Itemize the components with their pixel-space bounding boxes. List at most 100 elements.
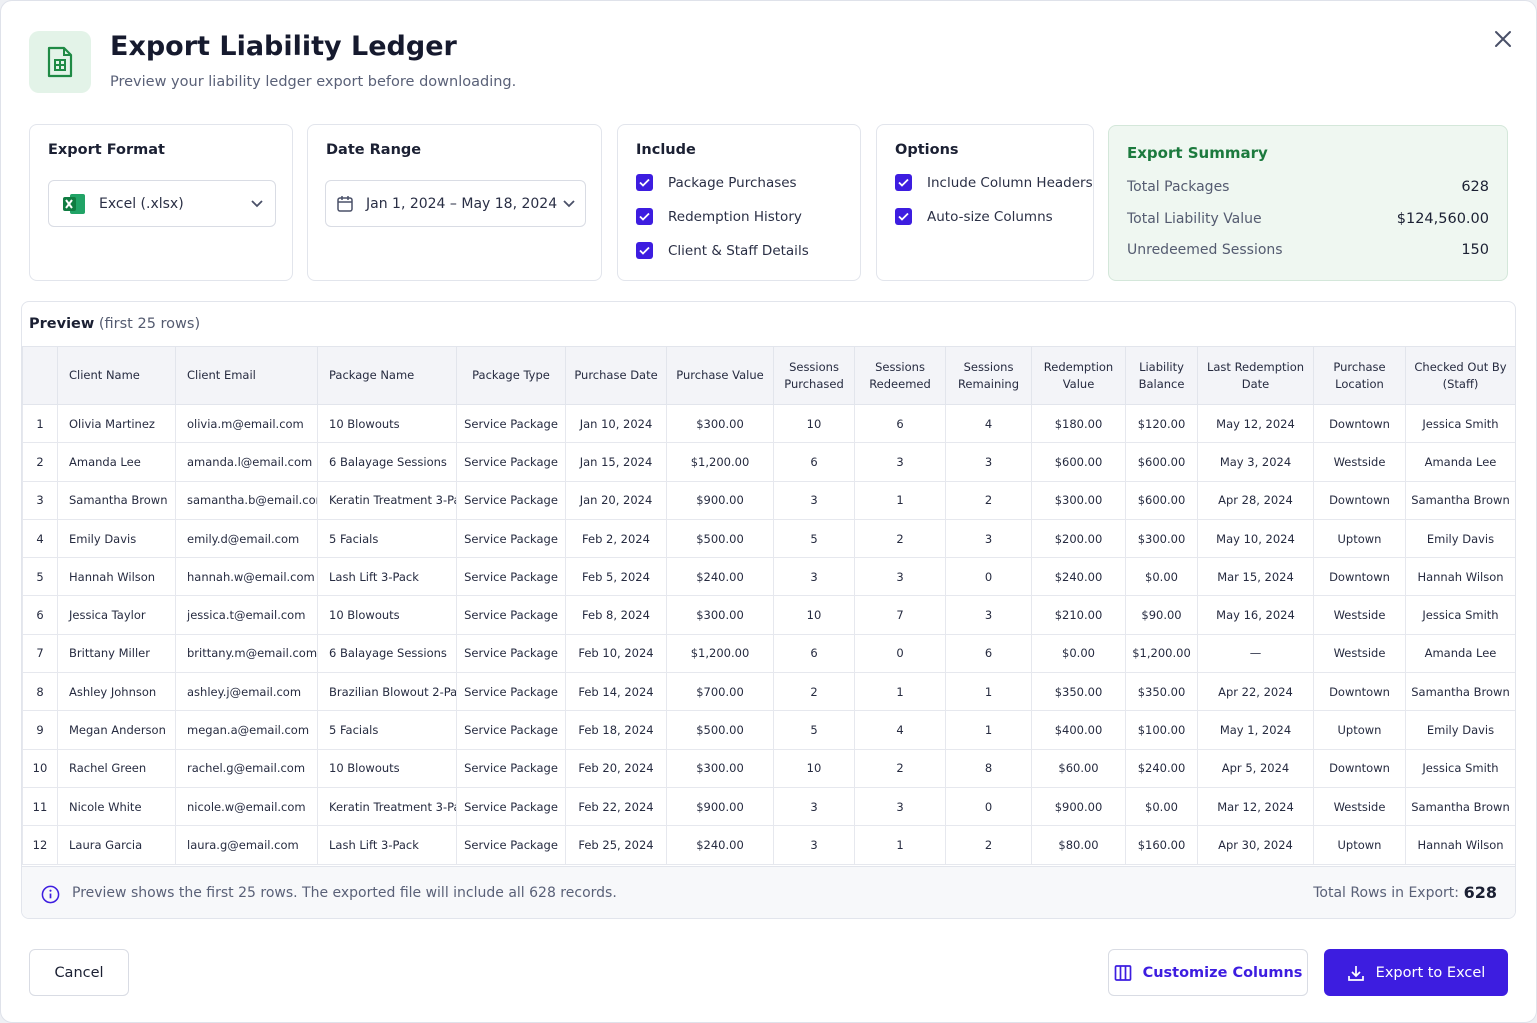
cell: Feb 5, 2024 <box>565 557 667 597</box>
customize-columns-button[interactable]: Customize Columns <box>1108 949 1308 996</box>
column-header: Sessions Remaining <box>945 346 1032 405</box>
cell: Westside <box>1313 786 1406 827</box>
cell: $200.00 <box>1031 518 1126 559</box>
cell: Emily Davis <box>57 518 176 559</box>
column-header: Client Name <box>57 346 176 405</box>
info-icon <box>41 885 60 904</box>
cell: 2 <box>945 480 1032 520</box>
cell: 6 <box>773 442 855 482</box>
cell: $900.00 <box>666 786 774 827</box>
row-number: 7 <box>22 633 58 674</box>
preview-footer: Preview shows the first 25 rows. The exp… <box>22 866 1515 918</box>
checkbox[interactable] <box>895 174 912 191</box>
summary-label: Total Packages <box>1127 179 1230 195</box>
cell: $0.00 <box>1125 557 1198 597</box>
cell: Apr 22, 2024 <box>1197 672 1314 712</box>
cell: Hannah Wilson <box>57 557 176 597</box>
checkbox-label: Auto-size Columns <box>927 208 1053 225</box>
cell: $90.00 <box>1125 595 1198 635</box>
cell: May 12, 2024 <box>1197 403 1314 444</box>
cell: 6 <box>854 403 946 444</box>
close-button[interactable] <box>1491 27 1515 51</box>
cell: 8 <box>945 748 1032 788</box>
checkbox-row: Redemption History <box>636 208 802 225</box>
cell: 2 <box>854 748 946 788</box>
cell: amanda.l@email.com <box>175 442 318 482</box>
cell: olivia.m@email.com <box>175 403 318 444</box>
cell: May 3, 2024 <box>1197 442 1314 482</box>
cell: $100.00 <box>1125 710 1198 750</box>
checkbox[interactable] <box>895 208 912 225</box>
column-header: Checked Out By (Staff) <box>1405 346 1515 405</box>
row-number: 12 <box>22 825 58 865</box>
table-row: 1 Olivia Martinez olivia.m@email.com 10 Blo… <box>22 403 1515 444</box>
checkbox[interactable] <box>636 208 653 225</box>
cell: Service Package <box>456 672 566 712</box>
cell: Feb 2, 2024 <box>565 518 667 559</box>
column-header: Redemption Value <box>1031 346 1126 405</box>
footer-note: Preview shows the first 25 rows. The exp… <box>72 885 617 901</box>
cell: Service Package <box>456 518 566 559</box>
cell: 3 <box>945 595 1032 635</box>
cell: Brazilian Blowout 2-Pack <box>317 672 457 712</box>
cell: Keratin Treatment 3-Pack <box>317 480 457 520</box>
cell: $700.00 <box>666 672 774 712</box>
cell: Hannah Wilson <box>1405 825 1515 865</box>
cell: 6 <box>945 633 1032 674</box>
cell: $600.00 <box>1031 442 1126 482</box>
cell: Samantha Brown <box>1405 672 1515 712</box>
cancel-button[interactable]: Cancel <box>29 949 129 996</box>
cell: $80.00 <box>1031 825 1126 865</box>
cell: Downtown <box>1313 748 1406 788</box>
column-header: Client Email <box>175 346 318 405</box>
export-button[interactable]: Export to Excel <box>1324 949 1508 996</box>
row-number: 10 <box>22 748 58 788</box>
date-select[interactable]: Jan 1, 2024 – May 18, 2024 <box>325 180 586 227</box>
cell: $1,200.00 <box>666 442 774 482</box>
cell: Samantha Brown <box>57 480 176 520</box>
format-select[interactable]: Excel (.xlsx) <box>48 180 276 227</box>
cell: Jessica Smith <box>1405 403 1515 444</box>
cell: $300.00 <box>666 595 774 635</box>
cell: 6 Balayage Sessions <box>317 633 457 674</box>
column-header: Purchase Date <box>565 346 667 405</box>
cell: 2 <box>854 518 946 559</box>
cell: Rachel Green <box>57 748 176 788</box>
cell: Mar 12, 2024 <box>1197 786 1314 827</box>
cell: — <box>1197 633 1314 674</box>
checkbox-label: Client & Staff Details <box>668 242 809 259</box>
preview-title: Preview <box>29 316 95 332</box>
cell: 1 <box>945 672 1032 712</box>
summary-row: Total Liability Value $124,560.00 <box>1127 211 1489 227</box>
cell: Jessica Smith <box>1405 748 1515 788</box>
cell: Service Package <box>456 442 566 482</box>
cell: $60.00 <box>1031 748 1126 788</box>
cell: Feb 25, 2024 <box>565 825 667 865</box>
checkbox[interactable] <box>636 242 653 259</box>
table-row: 11 Nicole White nicole.w@email.com Keratin … <box>22 786 1515 827</box>
cell: Hannah Wilson <box>1405 557 1515 597</box>
cell: Uptown <box>1313 710 1406 750</box>
cell: Jan 20, 2024 <box>565 480 667 520</box>
summary-value: 150 <box>1461 242 1489 258</box>
cell: $240.00 <box>666 557 774 597</box>
cell: 3 <box>945 442 1032 482</box>
header-row: Client Name Client Email Package Name Packa… <box>22 346 1515 405</box>
checkbox[interactable] <box>636 174 653 191</box>
cell: 5 Facials <box>317 518 457 559</box>
cell: 0 <box>945 786 1032 827</box>
cell: 5 Facials <box>317 710 457 750</box>
cell: Keratin Treatment 3-Pack <box>317 786 457 827</box>
cell: Emily Davis <box>1405 710 1515 750</box>
checkbox-row: Client & Staff Details <box>636 242 809 259</box>
cell: Feb 22, 2024 <box>565 786 667 827</box>
preview-note: (first 25 rows) <box>98 316 201 332</box>
cell: $600.00 <box>1125 442 1198 482</box>
table-row: 12 Laura Garcia laura.g@email.com Lash Lift… <box>22 825 1515 865</box>
cell: Emily Davis <box>1405 518 1515 559</box>
preview-panel: Preview (first 25 rows) Client Name Clien… <box>21 301 1516 919</box>
cell: Downtown <box>1313 480 1406 520</box>
cell: $1,200.00 <box>1125 633 1198 674</box>
cell: Service Package <box>456 557 566 597</box>
